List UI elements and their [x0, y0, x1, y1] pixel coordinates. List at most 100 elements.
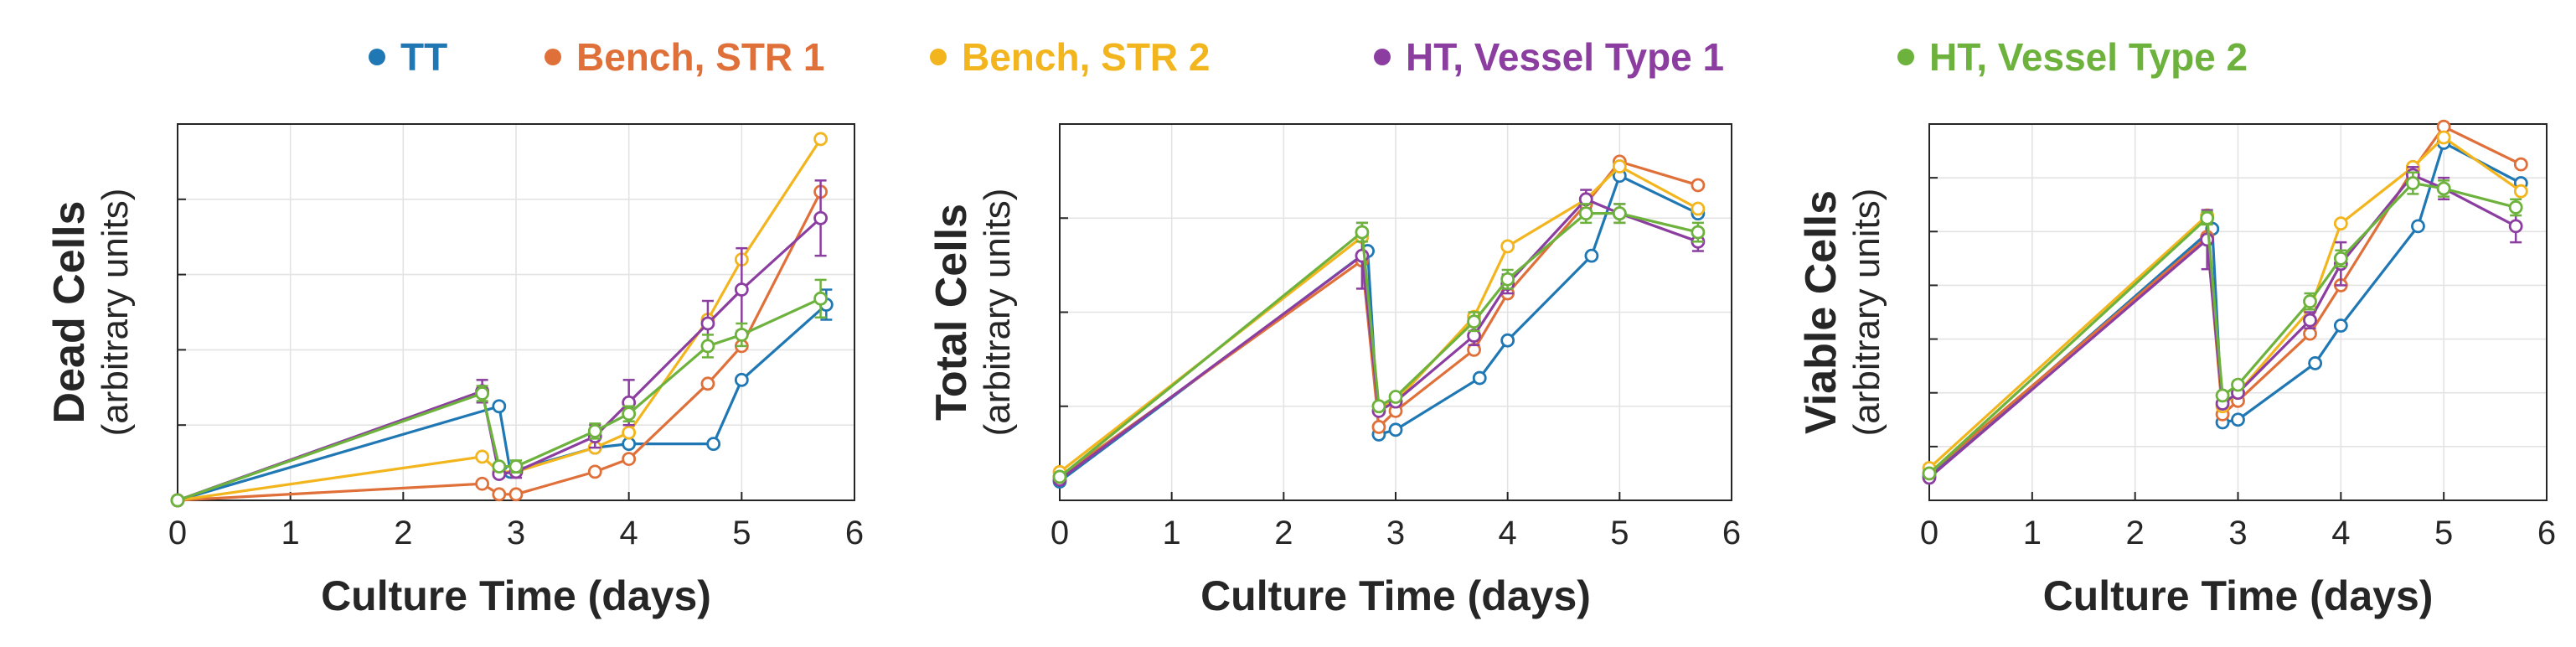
series-group [170, 132, 828, 508]
data-point [1355, 248, 1370, 263]
data-point [2303, 326, 2317, 341]
x-tick-label: 1 [281, 515, 300, 551]
data-point [2231, 412, 2245, 427]
data-point [706, 437, 721, 452]
legend-label: Bench, STR 2 [962, 35, 1211, 79]
series-group [170, 278, 828, 508]
data-point [475, 476, 489, 491]
y-axis-label: Total Cells [927, 204, 976, 421]
legend-marker [545, 49, 561, 65]
x-tick-label: 1 [1163, 515, 1181, 551]
data-point [1052, 469, 1067, 484]
data-point [622, 437, 637, 452]
legend-item: HT, Vessel Type 1 [1374, 23, 1724, 91]
x-axis-label: Culture Time (days) [2043, 572, 2434, 619]
data-point [1578, 206, 1593, 221]
x-tick-label: 2 [1274, 515, 1293, 551]
chart-panel: 0 1 2 3 4 5 6 Culture Time (days) Viable Cells (a… [1797, 119, 2556, 619]
x-tick-label: 3 [2228, 515, 2247, 551]
legend-item: Bench, STR 2 [930, 23, 1211, 91]
data-point [1500, 272, 1515, 287]
legend-item: Bench, STR 1 [545, 23, 825, 91]
data-point [700, 376, 715, 391]
data-point [1467, 314, 1481, 329]
x-tick-label: 4 [2331, 515, 2350, 551]
data-point [734, 372, 749, 387]
series-line [1928, 181, 2517, 475]
data-point [2508, 219, 2523, 234]
data-point [2231, 377, 2245, 392]
data-point [1388, 390, 1403, 404]
data-point [813, 291, 828, 306]
data-point [1612, 159, 1627, 173]
data-point [622, 425, 637, 440]
data-point [508, 487, 524, 502]
data-point [1691, 178, 1706, 193]
series-line [177, 217, 822, 502]
data-point [492, 399, 507, 414]
data-point [2303, 294, 2317, 309]
data-point [1922, 466, 1937, 481]
data-point [475, 386, 489, 401]
y-axis-label: Dead Cells [45, 201, 94, 424]
data-point [1472, 370, 1487, 386]
data-point [170, 493, 185, 508]
x-tick-label: 3 [507, 515, 525, 551]
x-tick-label: 2 [394, 515, 412, 551]
data-point [1691, 201, 1706, 216]
series-group [170, 179, 828, 508]
legend-marker [369, 49, 385, 65]
y-axis-sublabel: (arbitrary units) [95, 189, 136, 437]
data-point [2508, 200, 2523, 215]
data-point [700, 339, 715, 354]
x-tick-label: 4 [620, 515, 638, 551]
data-point [2308, 356, 2323, 370]
data-point [587, 423, 602, 438]
data-point [492, 487, 507, 502]
series-group [1052, 203, 1706, 484]
legend: TT Bench, STR 1 Bench, STR 2 HT, Vessel Typ… [0, 23, 2576, 91]
chart-panel: 0 1 2 3 4 5 6 Culture Time (days) Dead Cells (arb… [45, 123, 864, 619]
legend-marker [1374, 49, 1391, 65]
x-tick-label: 1 [2023, 515, 2042, 551]
data-point [622, 452, 637, 467]
series-group [1922, 166, 2523, 485]
series-group [1052, 154, 1706, 484]
x-axis-label: Culture Time (days) [321, 572, 711, 619]
x-tick-label: 0 [168, 515, 187, 551]
legend-marker [930, 49, 947, 65]
y-axis-sublabel: (arbitrary units) [977, 189, 1018, 437]
data-point [1388, 422, 1403, 437]
series-line [177, 138, 822, 502]
series-line [177, 303, 828, 502]
x-tick-label: 6 [845, 515, 864, 551]
x-tick-label: 3 [1386, 515, 1405, 551]
data-point [2200, 210, 2215, 225]
legend-label: TT [400, 35, 448, 79]
data-point [622, 406, 637, 422]
x-tick-label: 5 [1610, 515, 1629, 551]
x-axis-label: Culture Time (days) [1200, 572, 1591, 619]
data-point [2333, 318, 2348, 333]
x-tick-label: 2 [2126, 515, 2145, 551]
x-tick-label: 6 [2537, 515, 2556, 551]
data-point [734, 282, 749, 297]
data-point [1500, 239, 1515, 254]
data-point [1371, 399, 1386, 414]
legend-label: HT, Vessel Type 1 [1406, 35, 1725, 79]
data-point [2405, 176, 2420, 190]
data-point [2513, 184, 2528, 199]
data-point [2411, 219, 2425, 234]
x-tick-label: 4 [1499, 515, 1517, 551]
data-point [587, 464, 602, 479]
data-point [475, 449, 489, 464]
data-point [1355, 225, 1370, 240]
data-point [2303, 313, 2317, 328]
legend-label: Bench, STR 1 [576, 35, 825, 79]
data-point [508, 459, 524, 474]
series-group [1922, 136, 2528, 484]
data-point [2436, 181, 2451, 196]
x-tick-label: 6 [1722, 515, 1741, 551]
series-group [170, 184, 828, 508]
